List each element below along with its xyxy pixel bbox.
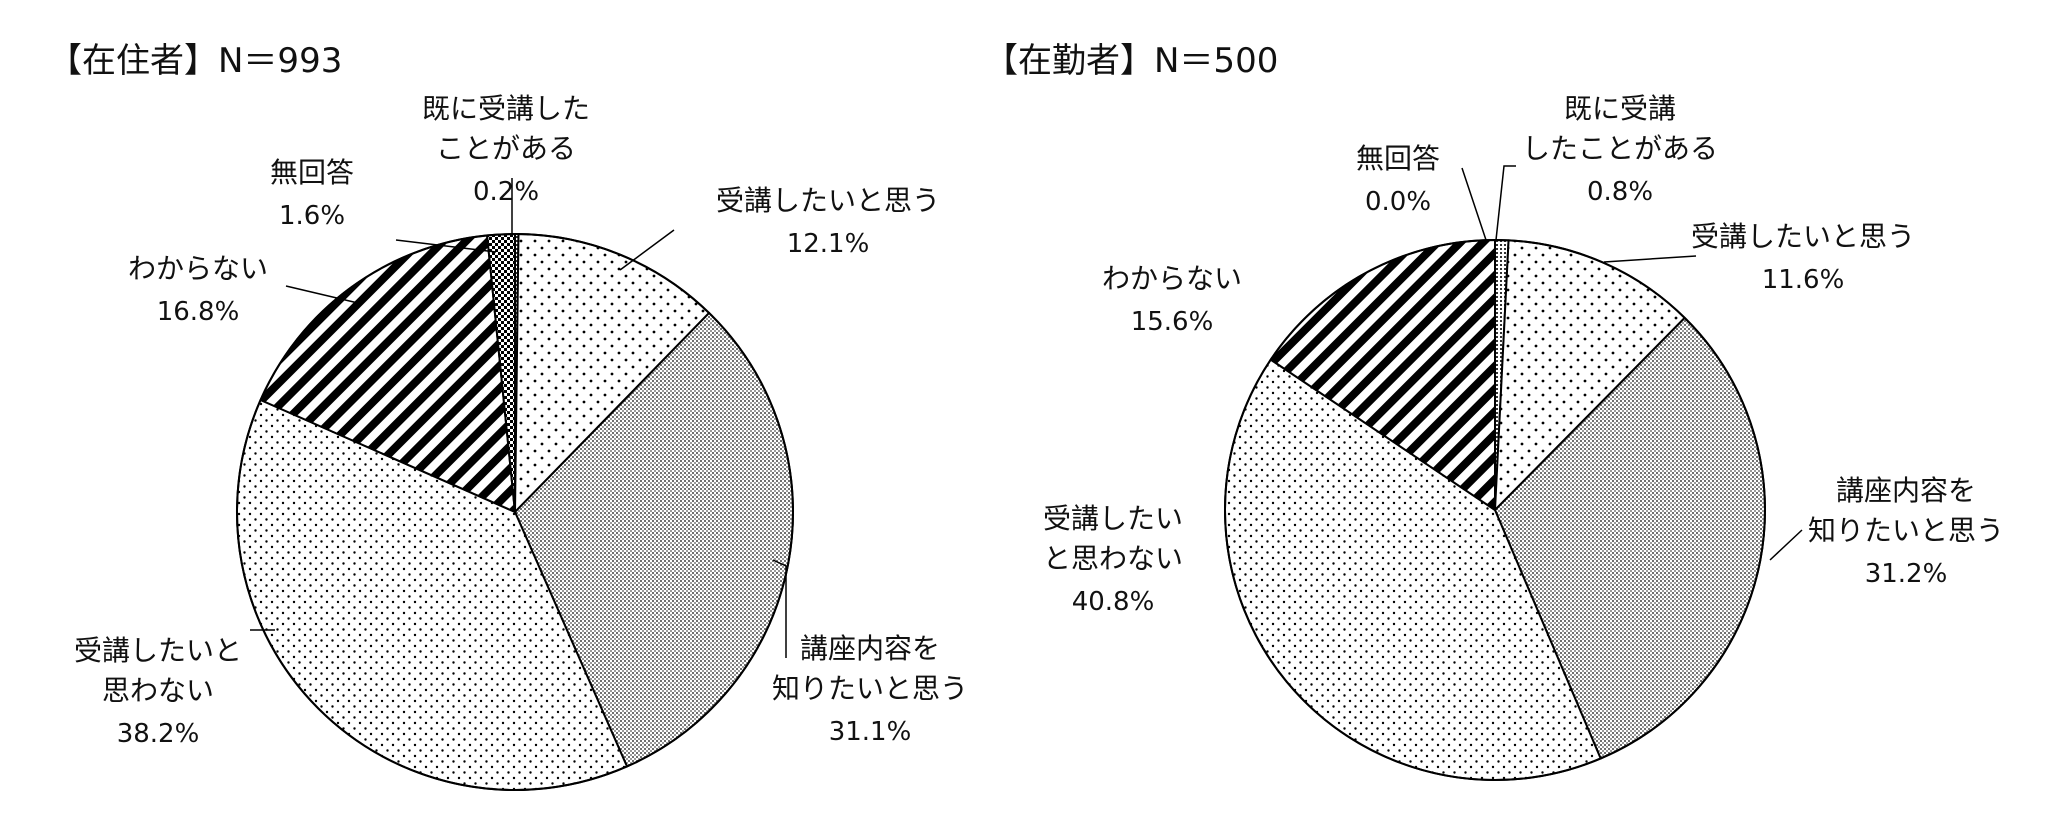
leader-line-want-to-attend (1603, 255, 1697, 263)
slice-label-already-attended: 既に受講したことがある 0.8% (1522, 92, 1718, 207)
pie-outline (236, 233, 794, 791)
pie-slices-workers (1224, 238, 1766, 781)
leader-lines-workers (1461, 165, 1803, 561)
leader-line-want-to-attend (619, 229, 675, 271)
slice-label-line: 受講したい (1043, 502, 1183, 535)
slice-label-line: 受講したいと思う (716, 184, 940, 217)
slice-label-do-not-want: 受講したいと思わない 38.2% (74, 634, 242, 749)
slice-label-line: ことがある (436, 132, 576, 165)
slice-label-line: 知りたいと思う (1808, 514, 2004, 547)
slice-value-label: 0.0% (1365, 187, 1431, 217)
slice-label-line: わからない (1102, 262, 1242, 295)
slice-label-no-answer: 無回答 0.0% (1356, 142, 1440, 217)
leader-line-already-attended (1495, 165, 1516, 241)
slice-label-line: したことがある (1522, 132, 1718, 165)
leader-line-want-to-know-content (772, 559, 787, 658)
pie-chart-workers: 【在勤者】N＝500 既に受講したことがある 0.8% 受講したいと思う 11.6% 講… (984, 41, 2004, 781)
slice-label-want-to-attend: 受講したいと思う 12.1% (716, 184, 940, 259)
pie-chart-residents: 【在住者】N＝993 既に受講したことがある 0.2% 受講したいと思う 12.1% 講… (48, 41, 968, 791)
slice-label-line: 既に受講した (422, 92, 590, 125)
slice-label-line: 既に受講 (1564, 92, 1676, 125)
slice-label-want-to-attend: 受講したいと思う 11.6% (1691, 220, 1915, 295)
slice-value-label: 38.2% (117, 719, 200, 749)
leader-lines-residents (250, 178, 787, 658)
chart-title-residents: 【在住者】N＝993 (48, 41, 342, 81)
slice-value-label: 12.1% (787, 229, 870, 259)
slice-label-line: 講座内容を (800, 632, 940, 665)
slice-value-label: 31.1% (829, 717, 912, 747)
leader-line-want-to-know-content (1769, 529, 1803, 561)
slice-label-line: 受講したいと (74, 634, 242, 667)
slice-label-line: 思わない (102, 674, 214, 707)
slice-label-line: 無回答 (1356, 142, 1440, 175)
slice-label-dont-know: わからない 15.6% (1102, 262, 1242, 337)
slice-labels-residents: 既に受講したことがある 0.2% 受講したいと思う 12.1% 講座内容を知りたいと思う… (74, 92, 968, 749)
leader-line-no-answer (395, 239, 497, 253)
slice-label-dont-know: わからない 16.8% (128, 252, 268, 327)
slice-label-line: 受講したいと思う (1691, 220, 1915, 253)
slice-label-line: 講座内容を (1836, 474, 1976, 507)
slice-label-do-not-want: 受講したいと思わない 40.8% (1043, 502, 1183, 617)
slice-label-line: わからない (128, 252, 268, 285)
slice-value-label: 16.8% (157, 297, 240, 327)
slice-value-label: 15.6% (1131, 307, 1214, 337)
pie-slices-residents (236, 232, 794, 791)
slice-label-line: 知りたいと思う (772, 672, 968, 705)
slice-label-want-to-know-content: 講座内容を知りたいと思う 31.2% (1808, 474, 2004, 589)
slice-value-label: 0.8% (1587, 177, 1653, 207)
slice-value-label: 1.6% (279, 201, 345, 231)
slice-labels-workers: 既に受講したことがある 0.8% 受講したいと思う 11.6% 講座内容を知りたいと思う… (1043, 92, 2004, 617)
slice-label-want-to-know-content: 講座内容を知りたいと思う 31.1% (772, 632, 968, 747)
slice-label-line: 無回答 (270, 156, 354, 189)
slice-label-line: と思わない (1043, 542, 1183, 575)
leader-line-dont-know (285, 285, 359, 304)
slice-label-no-answer: 無回答 1.6% (270, 156, 354, 231)
slice-value-label: 11.6% (1762, 265, 1845, 295)
pie-outline (1224, 239, 1766, 781)
chart-title-workers: 【在勤者】N＝500 (984, 41, 1278, 81)
slice-value-label: 31.2% (1865, 559, 1948, 589)
slice-label-already-attended: 既に受講したことがある 0.2% (422, 92, 590, 207)
slice-value-label: 40.8% (1072, 587, 1155, 617)
slice-value-label: 0.2% (473, 177, 539, 207)
leader-line-no-answer (1461, 167, 1487, 241)
